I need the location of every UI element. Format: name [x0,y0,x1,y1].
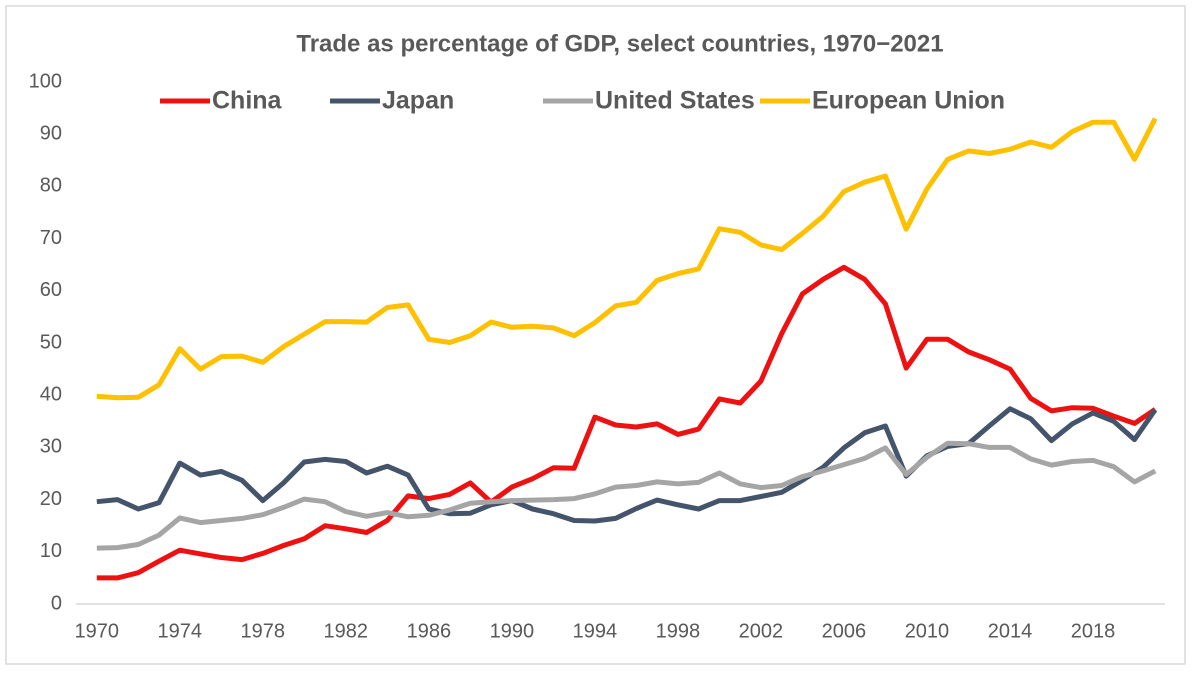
legend-label: European Union [812,87,1005,115]
y-tick-label: 50 [40,331,62,353]
legend-label: China [212,87,283,115]
y-tick-label: 80 [40,175,62,197]
series-line [96,117,1158,401]
y-tick-label: 10 [40,540,62,562]
y-tick-label: 30 [40,436,62,458]
chart-title: Trade as percentage of GDP, select count… [296,30,943,57]
series-line [96,264,1157,581]
legend-label: United States [595,87,755,115]
y-tick-label: 60 [40,279,62,301]
y-tick-label: 100 [29,70,62,92]
x-tick-label: 1986 [407,620,452,642]
x-tick-label: 1990 [490,620,535,642]
x-tick-label: 1982 [324,620,369,642]
x-tick-label: 1978 [241,620,286,642]
x-tick-label: 2010 [905,620,950,642]
x-tick-label: 1970 [75,620,120,642]
x-tick-label: 1994 [573,620,618,642]
x-tick-label: 2006 [822,620,867,642]
x-tick-label: 2014 [988,620,1033,642]
x-tick-label: 2018 [1071,620,1116,642]
y-tick-label: 20 [40,488,62,510]
y-tick-label: 70 [40,227,62,249]
legend-label: Japan [382,87,454,115]
series-line [96,440,1157,551]
y-tick-label: 90 [40,122,62,144]
x-tick-label: 2002 [739,620,784,642]
x-tick-label: 1974 [158,620,203,642]
x-tick-label: 1998 [656,620,701,642]
y-tick-label: 40 [40,383,62,405]
y-tick-label: 0 [51,592,62,614]
series-line [96,406,1158,524]
